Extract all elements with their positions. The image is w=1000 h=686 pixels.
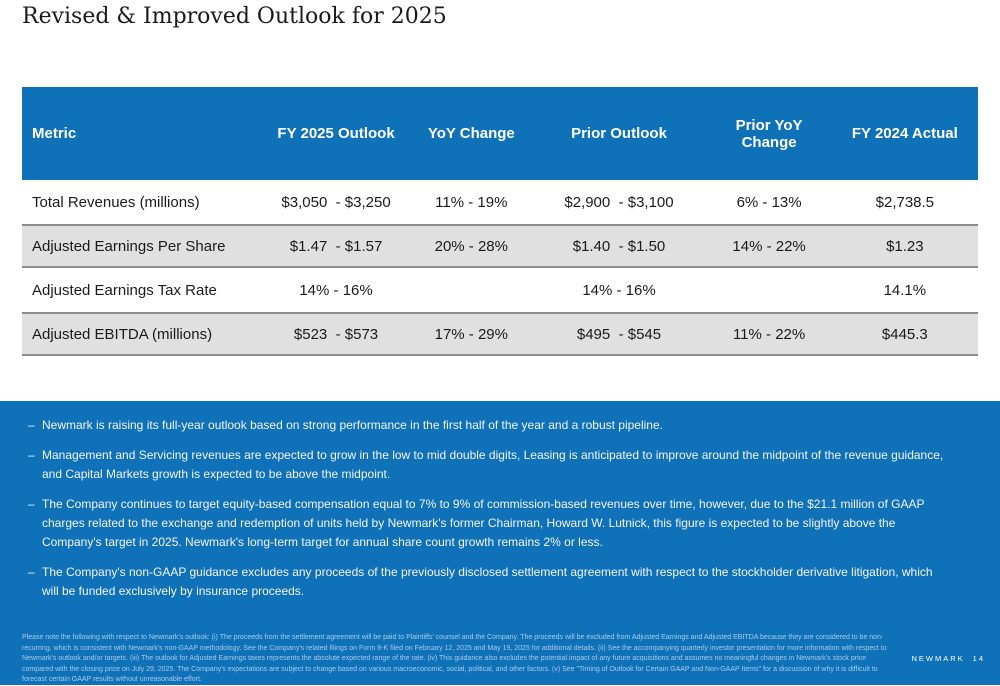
footnote: Please note the following with respect t… (22, 634, 887, 684)
outlook-table: Metric FY 2025 Outlook YoY Change Prior … (22, 87, 978, 356)
cell-metric: Adjusted Earnings Tax Rate (32, 281, 217, 299)
cell-yoy-change: 11% - 19% (435, 193, 508, 211)
bullet-dash: – (28, 448, 35, 462)
cell-metric: Adjusted Earnings Per Share (32, 237, 226, 255)
bullet-text: The Company's non-GAAP guidance excludes… (42, 565, 933, 598)
cell-metric: Total Revenues (millions) (32, 193, 200, 211)
page-number: 14 (972, 654, 985, 663)
bullet-item: – Newmark is raising its full-year outlo… (28, 416, 945, 435)
bullet-list: – Newmark is raising its full-year outlo… (0, 401, 1000, 601)
table-header-prior-outlook: Prior Outlook (571, 125, 667, 142)
cell-fy2025-outlook: 14% - 16% (299, 281, 373, 299)
bullet-item: – The Company continues to target equity… (28, 495, 945, 552)
cell-yoy-change: 20% - 28% (434, 237, 508, 255)
table-header-fy2025-outlook: FY 2025 Outlook (277, 125, 395, 142)
cell-prior-outlook: $2,900 - $3,100 (564, 193, 674, 211)
cell-prior-outlook: 14% - 16% (582, 281, 656, 299)
cell-fy2025-outlook: $523 - $573 (293, 325, 379, 343)
cell-fy2024-actual: $445.3 (881, 325, 928, 343)
cell-fy2024-actual: $2,738.5 (875, 193, 935, 211)
cell-prior-yoy-change: 11% - 22% (732, 325, 806, 343)
cell-prior-outlook: $495 - $545 (576, 325, 662, 343)
cell-prior-yoy-change: 6% - 13% (736, 193, 802, 211)
cell-prior-yoy-change: 14% - 22% (732, 237, 806, 255)
cell-fy2024-actual: $1.23 (886, 237, 924, 255)
table-header-prior-yoy-change: Prior YoY Change (735, 116, 807, 151)
bullet-text: Newmark is raising its full-year outlook… (42, 418, 663, 432)
bullet-item: – The Company's non-GAAP guidance exclud… (28, 563, 945, 601)
cell-yoy-change: 17% - 29% (434, 325, 508, 343)
cell-fy2024-actual: 14.1% (883, 281, 927, 299)
bullet-text: Management and Servicing revenues are ex… (42, 448, 944, 481)
cell-prior-outlook: $1.40 - $1.50 (572, 237, 666, 255)
cell-fy2025-outlook: $1.47 - $1.57 (289, 237, 383, 255)
cell-metric: Adjusted EBITDA (millions) (32, 325, 213, 343)
bullet-dash: – (28, 565, 35, 579)
bullet-dash: – (28, 497, 35, 511)
cell-fy2025-outlook: $3,050 - $3,250 (281, 193, 391, 211)
table-row: Adjusted Earnings Per Share $1.47 - $1.5… (22, 224, 978, 268)
bullet-text: The Company continues to target equity-b… (42, 497, 925, 549)
brand-logo: NEWMARK (911, 654, 965, 663)
brand-line: NEWMARK 14 (911, 654, 985, 663)
table-header-yoy-change: YoY Change (427, 125, 515, 142)
bullet-dash: – (28, 418, 35, 432)
table-row: Total Revenues (millions) $3,050 - $3,25… (22, 180, 978, 224)
table-row: Adjusted Earnings Tax Rate 14% - 16% 14%… (22, 268, 978, 312)
slide-title: Revised & Improved Outlook for 2025 (22, 4, 447, 29)
table-header-fy2024-actual: FY 2024 Actual (851, 125, 958, 142)
table-row: Adjusted EBITDA (millions) $523 - $573 1… (22, 312, 978, 356)
highlights-panel: – Newmark is raising its full-year outlo… (0, 401, 1000, 685)
table-header-metric: Metric (32, 125, 77, 142)
table-header-row: Metric FY 2025 Outlook YoY Change Prior … (22, 87, 978, 180)
bullet-item: – Management and Servicing revenues are … (28, 446, 945, 484)
